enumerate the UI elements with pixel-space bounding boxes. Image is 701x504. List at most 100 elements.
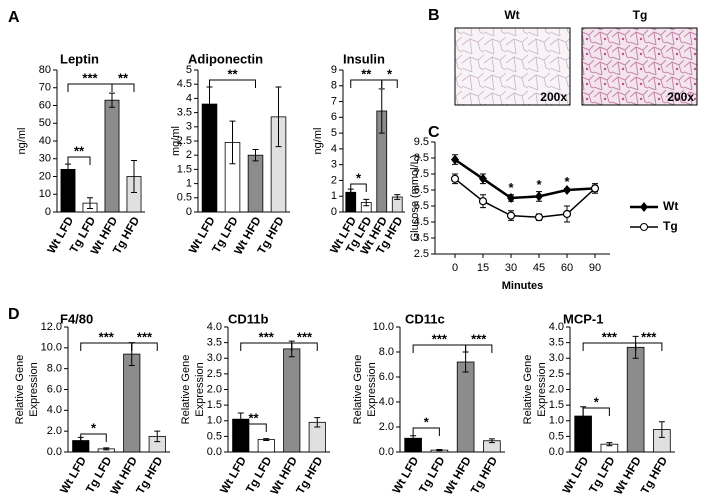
panel-label: B <box>428 7 440 24</box>
y-axis-label: Relative Gene <box>522 355 534 425</box>
error-bar <box>658 421 665 438</box>
micrograph-label: Wt <box>504 8 519 22</box>
y-axis-label: Expression <box>194 362 206 416</box>
y-tick-label: 0.0 <box>549 446 564 458</box>
significance-bracket <box>209 79 256 88</box>
y-tick-label: 1 <box>331 190 337 202</box>
chart-title: F4/80 <box>60 311 93 326</box>
y-tick-label: 6 <box>331 111 337 123</box>
y-tick-label: 8 <box>331 80 337 92</box>
y-tick-label: 8.5 <box>414 152 429 164</box>
y-tick-label: 3.5 <box>207 337 222 349</box>
chart-title: Adiponectin <box>188 51 263 66</box>
significance-label: ** <box>248 410 259 425</box>
legend-label: Tg <box>663 219 678 233</box>
significance-label: *** <box>297 329 313 344</box>
x-axis-label: Minutes <box>502 280 544 292</box>
y-tick-label: 5.5 <box>414 200 429 212</box>
y-tick-label: 40 <box>39 135 51 147</box>
y-tick-label: 1.5 <box>177 163 192 175</box>
point <box>562 209 572 219</box>
y-axis-label: Relative Gene <box>14 355 26 425</box>
y-tick-label: 6.0 <box>379 371 394 383</box>
y-tick-label: 5 <box>186 64 192 76</box>
y-tick-label: 5 <box>331 127 337 139</box>
error-bar <box>229 120 236 165</box>
chart-title: CD11c <box>405 311 445 326</box>
point <box>535 191 543 202</box>
x-tick-label: 90 <box>589 262 601 274</box>
significance-label: *** <box>137 329 153 344</box>
y-axis-label: Expression <box>366 362 378 416</box>
bar <box>104 99 120 213</box>
bar <box>247 154 264 213</box>
error-bar <box>363 198 370 207</box>
significance-label: * <box>594 394 600 409</box>
error-bar <box>275 86 282 148</box>
significance-bracket <box>291 342 318 351</box>
panel-label: A <box>8 9 20 26</box>
y-tick-label: 4.0 <box>379 396 394 408</box>
error-bar <box>606 442 613 447</box>
magnification: 200x <box>540 90 567 104</box>
error-bar <box>109 92 115 108</box>
y-tick-label: 3 <box>331 159 337 171</box>
y-tick-label: 9 <box>331 64 337 76</box>
y-tick-label: 1 <box>186 178 192 190</box>
error-bar <box>436 449 443 452</box>
x-tick-label: Tg HFD <box>469 455 500 496</box>
y-tick-label: 2 <box>186 149 192 161</box>
series-line <box>454 178 596 218</box>
significance-bracket <box>381 79 398 88</box>
significance-label: * <box>536 177 542 192</box>
micrograph-label: Tg <box>633 8 648 22</box>
y-tick-label: 60 <box>39 99 51 111</box>
y-tick-label: 80 <box>39 64 51 76</box>
significance-label: *** <box>99 329 115 344</box>
y-tick-label: 4.0 <box>549 321 564 333</box>
y-axis-label: Relative Gene <box>352 355 364 425</box>
point <box>534 213 544 222</box>
y-tick-label: 20 <box>39 170 51 182</box>
y-tick-label: 2.0 <box>379 421 394 433</box>
bar <box>123 353 141 453</box>
y-tick-label: 50 <box>39 117 51 129</box>
y-tick-label: 10.0 <box>373 321 394 333</box>
significance-bracket <box>67 156 91 165</box>
x-tick-label: 15 <box>477 262 489 274</box>
significance-bracket <box>111 83 135 92</box>
panel-label: D <box>8 306 20 323</box>
y-tick-label: 3.0 <box>207 352 222 364</box>
chart-title: Leptin <box>60 51 99 66</box>
error-bar <box>488 438 495 444</box>
y-tick-label: 0.0 <box>47 446 62 458</box>
x-tick-label: 45 <box>533 262 545 274</box>
y-axis-label: Expression <box>536 362 548 416</box>
error-bar <box>378 88 385 134</box>
y-tick-label: 3.0 <box>549 352 564 364</box>
y-tick-label: 4 <box>186 92 192 104</box>
y-tick-label: 3 <box>186 121 192 133</box>
y-axis-label: ng/ml <box>312 128 324 155</box>
y-tick-label: 2.5 <box>207 368 222 380</box>
y-tick-label: 8.0 <box>47 363 62 375</box>
y-tick-label: 10.0 <box>41 342 62 354</box>
bar <box>626 346 645 453</box>
point <box>563 185 571 195</box>
y-tick-label: 12.0 <box>41 321 62 333</box>
y-tick-label: 0.5 <box>549 430 564 442</box>
point <box>479 173 487 184</box>
y-tick-label: 2.0 <box>47 425 62 437</box>
chart-title: MCP-1 <box>563 311 603 326</box>
x-tick-label: 60 <box>561 262 573 274</box>
error-bar <box>154 430 161 443</box>
point <box>451 154 459 165</box>
y-tick-label: 0.0 <box>207 446 222 458</box>
significance-bracket <box>412 427 440 436</box>
y-tick-label: 1.0 <box>207 415 222 427</box>
significance-bracket <box>582 407 610 416</box>
y-tick-label: 0 <box>331 206 337 218</box>
significance-label: * <box>91 420 97 435</box>
y-tick-label: 2.5 <box>177 135 192 147</box>
significance-label: *** <box>259 329 275 344</box>
